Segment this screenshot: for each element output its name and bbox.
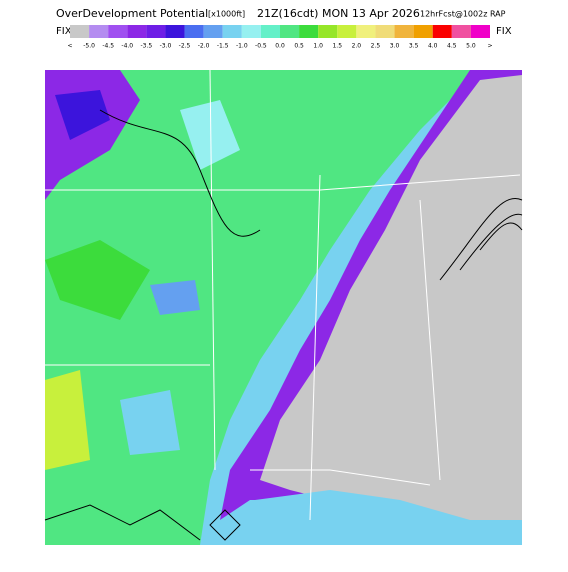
field [120,390,180,455]
field [45,370,90,470]
colorbar-label: -1.5 [217,43,229,50]
colorbar-label: 3.5 [409,43,419,50]
colorbar-swatch [203,25,223,38]
field-gray [260,75,522,545]
colorbar-label: -3.0 [160,43,172,50]
colorbar-swatch [108,25,128,38]
colorbar-label: 4.0 [428,43,438,50]
contours [44,109,523,541]
title: OverDevelopment Potential [56,7,208,20]
field [45,240,150,320]
valid-time: 21Z(16cdt) MON 13 Apr 2026 [257,7,420,20]
colorbar-swatch [70,25,90,38]
colorbar-swatch [394,25,414,38]
colorbar-swatch [89,25,109,38]
units: [x1000ft] [208,10,245,19]
colorbar-label: 1.0 [313,43,323,50]
colorbar-swatch [222,25,242,38]
colorbar-label: -0.5 [255,43,267,50]
colorbar-label: 0.0 [275,43,285,50]
map [44,69,523,545]
colorbar-label: -2.0 [198,43,210,50]
colorbar-swatch [127,25,147,38]
colorbar-swatch [299,25,319,38]
colorbar-label: -5.0 [83,43,95,50]
colorbar-swatch [280,25,300,38]
colorbar-label: 0.5 [294,43,304,50]
colorbar-swatch [451,25,471,38]
colorbar-label: 2.5 [371,43,381,50]
field [180,100,240,170]
fix-right: FIX [496,26,512,37]
colorbar-label: -3.5 [141,43,153,50]
field-low [55,90,110,140]
state-lines [45,69,521,521]
colorbar-swatch [165,25,185,38]
colorbar: < -5.0 -4.5 -4.0 -3.5 -3.0 -2.5 -2.0 -1.5 -1.0 -0.… [67,25,493,50]
fix-left: FIX [56,26,72,37]
colorbar-label: < [67,43,72,50]
colorbar-swatch [241,25,261,38]
colorbar-label: 1.5 [332,43,342,50]
colorbar-swatch [146,25,166,38]
colorbar-swatch [337,25,357,38]
colorbar-label: -4.5 [102,43,114,50]
colorbar-label: 5.0 [466,43,476,50]
colorbar-swatch [260,25,280,38]
colorbar-label: 2.0 [352,43,362,50]
colorbar-label: 4.5 [447,43,457,50]
gulf [250,490,522,545]
colorbar-swatch [184,25,204,38]
colorbar-label: > [487,43,492,50]
colorbar-swatch [375,25,395,38]
colorbar-label: -1.0 [236,43,248,50]
colorbar-label: -4.0 [121,43,133,50]
colorbar-swatch [318,25,338,38]
colorbar-label: 3.0 [390,43,400,50]
field [150,280,200,315]
forecast: 12hrFcst@1002z RAP [420,10,506,19]
colorbar-swatch [356,25,376,38]
colorbar-swatch [413,25,433,38]
colorbar-swatch [432,25,452,38]
colorbar-label: -2.5 [179,43,191,50]
colorbar-swatch [470,25,490,38]
